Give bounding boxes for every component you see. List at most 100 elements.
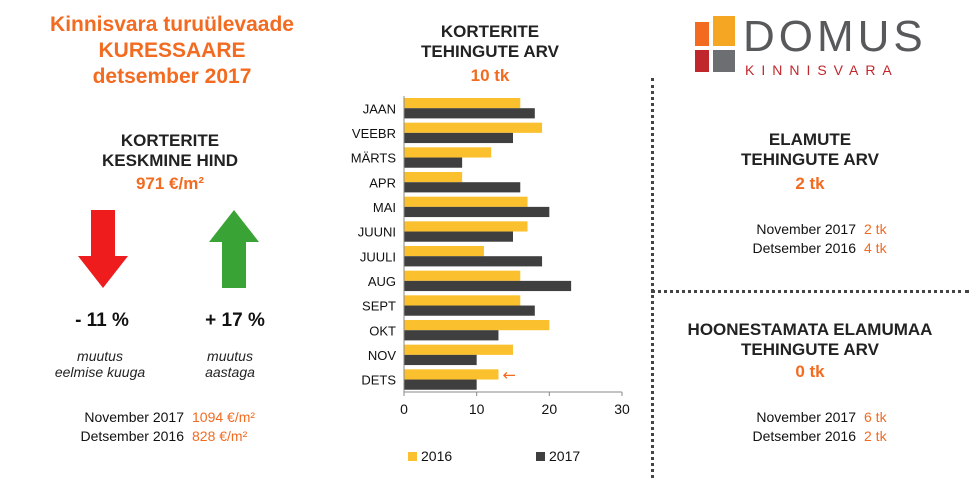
comparison-label: Detsember 2016 (80, 428, 184, 444)
category-label: MÄRTS (351, 151, 397, 166)
comparison-value: 4 tk (864, 240, 887, 256)
bar-2016-mai (404, 196, 528, 207)
avg-price-comparison: November 2017 1094 €/m² Detsember 2016 8… (60, 408, 255, 446)
avg-price-heading-line1: KORTERITE (120, 131, 220, 150)
category-label: OKT (369, 323, 396, 338)
comparison-row: November 2017 1094 €/m² (60, 408, 255, 427)
category-label: JUULI (360, 249, 396, 264)
x-tick-label: 0 (400, 401, 408, 417)
bar-2016-apr (404, 172, 463, 183)
category-label: APR (369, 175, 396, 190)
comparison-row: November 2017 2 tk (732, 220, 887, 239)
category-label: AUG (368, 274, 396, 289)
land-value: 0 tk (795, 362, 825, 381)
bar-2016-dets (404, 369, 499, 380)
bar-2017-märts (404, 157, 463, 168)
comparison-value: 6 tk (864, 409, 887, 425)
comparison-row: Detsember 2016 4 tk (732, 239, 887, 258)
legend-item-2017: 2017 (536, 448, 580, 464)
bar-2017-sept (404, 305, 535, 316)
comparison-label: November 2017 (756, 221, 856, 237)
category-label: JUUNI (358, 225, 396, 240)
land-heading: HOONESTAMATA ELAMUMAA TEHINGUTE ARV (660, 320, 960, 360)
domus-logo: DOMUS KINNISVARA (685, 10, 950, 82)
down-arrow-icon (78, 210, 128, 288)
comparison-label: November 2017 (756, 409, 856, 425)
bar-2016-aug (404, 270, 521, 281)
report-title: Kinnisvara turuülevaade KURESSAARE detse… (8, 12, 336, 90)
bar-2016-okt (404, 320, 550, 331)
x-tick-label: 30 (614, 401, 630, 417)
legend-swatch (408, 451, 417, 461)
category-label: SEPT (362, 299, 396, 314)
comparison-value: 828 €/m² (192, 428, 248, 444)
category-label: VEEBR (352, 126, 396, 141)
vertical-divider (651, 78, 654, 478)
x-tick-label: 10 (469, 401, 485, 417)
houses-comparison: November 2017 2 tk Detsember 2016 4 tk (732, 220, 887, 258)
comparison-value: 2 tk (864, 428, 887, 444)
chart-heading-line1: KORTERITE (440, 22, 540, 41)
land-comparison: November 2017 6 tk Detsember 2016 2 tk (732, 408, 887, 446)
legend-label: 2016 (421, 448, 453, 464)
category-label: DETS (361, 373, 396, 388)
x-tick-label: 20 (542, 401, 558, 417)
bar-2017-veebr (404, 132, 513, 144)
report-title-period: detsember 2017 (92, 65, 252, 88)
bar-2017-mai (404, 206, 550, 218)
avg-price-value: 971 €/m² (135, 174, 205, 193)
domus-logo-mark-icon (695, 16, 735, 72)
bar-2016-sept (404, 295, 521, 306)
houses-heading-line2: TEHINGUTE ARV (741, 150, 879, 169)
month-change-note-line1: muutus (77, 348, 123, 364)
domus-logo-brand: DOMUS (743, 12, 927, 61)
legend-label: 2017 (549, 448, 581, 464)
comparison-row: Detsember 2016 2 tk (732, 427, 887, 446)
comparison-row: November 2017 6 tk (732, 408, 887, 427)
report-title-city: KURESSAARE (98, 39, 246, 62)
comparison-label: November 2017 (84, 409, 184, 425)
legend-item-2016: 2016 (408, 448, 452, 464)
report-title-line1: Kinnisvara turuülevaade (50, 13, 294, 36)
year-change-note: muutus aastaga (180, 348, 280, 380)
category-label: MAI (373, 200, 396, 215)
bar-2016-juuni (404, 221, 528, 232)
chart-heading-line2: TEHINGUTE ARV (421, 42, 559, 61)
chart-heading: KORTERITE TEHINGUTE ARV (390, 22, 590, 62)
up-arrow-icon (209, 210, 259, 288)
bar-2017-juuli (404, 256, 543, 267)
month-change-note: muutus eelmise kuuga (40, 348, 160, 380)
bar-2016-juuli (404, 246, 484, 257)
legend-swatch (536, 451, 545, 461)
bar-2017-juuni (404, 231, 513, 242)
bar-2017-dets (404, 379, 477, 390)
bar-2016-märts (404, 147, 492, 158)
comparison-value: 2 tk (864, 221, 887, 237)
comparison-value: 1094 €/m² (192, 409, 256, 425)
bar-2017-apr (404, 182, 521, 193)
apartment-transactions-chart: JAAN VEEBR MÄRTS APR MAI JUUNI JUULI AUG SEPT OKT… (351, 96, 630, 417)
houses-heading-line1: ELAMUTE (768, 130, 852, 149)
bar-2017-okt (404, 330, 499, 341)
bar-2017-jaan (404, 108, 535, 119)
bar-2017-nov (404, 354, 477, 366)
category-label: NOV (368, 348, 397, 363)
chart-total-value: 10 tk (470, 66, 510, 85)
comparison-label: Detsember 2016 (752, 428, 856, 444)
houses-heading: ELAMUTE TEHINGUTE ARV (700, 130, 920, 170)
month-change-value: - 11 % (75, 310, 129, 331)
bar-2016-veebr (404, 122, 543, 133)
comparison-label: Detsember 2016 (752, 240, 856, 256)
bar-2017-aug (404, 280, 572, 292)
domus-logo-subtitle: KINNISVARA (745, 62, 899, 78)
bar-2016-jaan (404, 98, 521, 109)
year-change-value: + 17 % (205, 310, 265, 331)
avg-price-heading: KORTERITE KESKMINE HIND (70, 131, 270, 171)
year-change-note-line2: aastaga (205, 364, 255, 380)
year-change-note-line1: muutus (207, 348, 253, 364)
bar-2016-nov (404, 344, 513, 355)
month-change-note-line2: eelmise kuuga (54, 364, 146, 380)
horizontal-divider (651, 290, 969, 293)
houses-value: 2 tk (795, 174, 825, 193)
annotation-arrow-icon: ← (502, 365, 515, 384)
